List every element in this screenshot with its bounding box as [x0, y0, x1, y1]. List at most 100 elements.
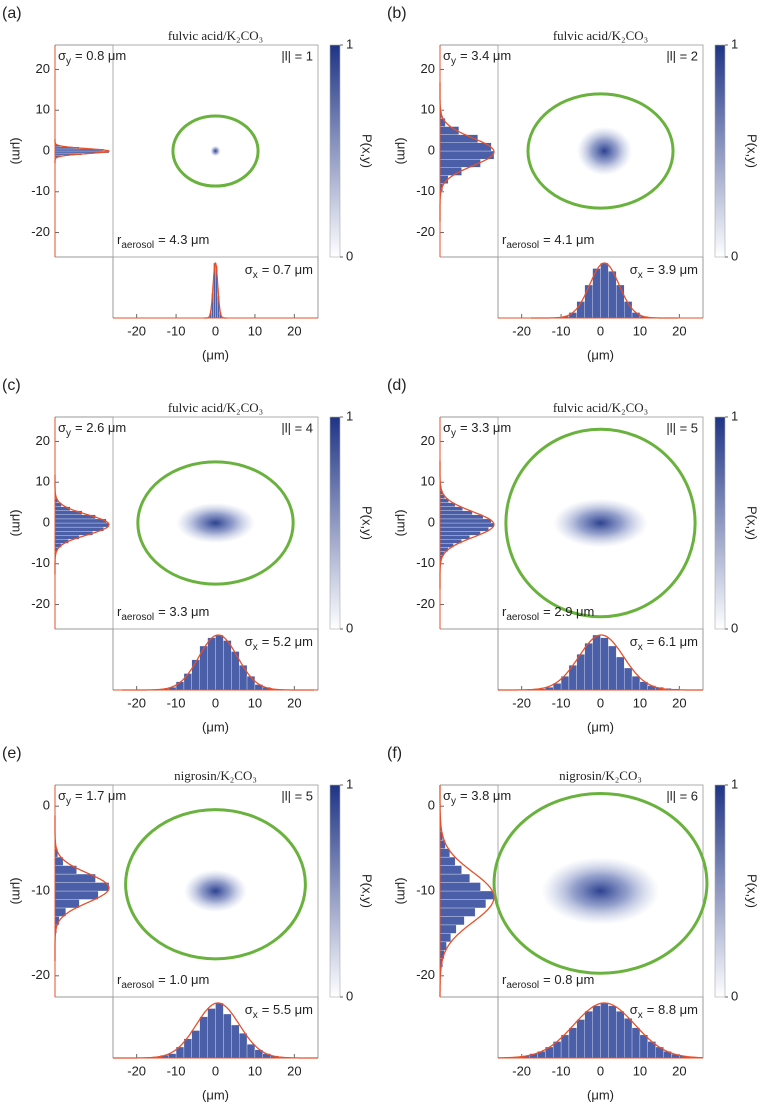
y-tick-label: -20: [416, 224, 435, 239]
colorbar-tick-label: 0: [731, 988, 738, 1003]
sigma-y-label-value: = 3.8 μm: [460, 788, 511, 803]
aerosol-boundary: [526, 92, 675, 210]
sigma-y-label-value: = 3.3 μm: [460, 420, 511, 435]
x-hist-bar: [616, 1011, 625, 1059]
r-aerosol-label-subscript: aerosol: [506, 612, 539, 623]
x-tick-label: -20: [512, 695, 531, 710]
x-axis-label: (μm): [587, 347, 614, 362]
sigma-y-label-value: = 2.6 μm: [75, 420, 126, 435]
x-axis-label: (μm): [587, 719, 614, 734]
sigma-y-label: σy = 2.6 μm: [58, 420, 126, 438]
x-tick-label: -20: [127, 695, 146, 710]
colorbar: [329, 416, 341, 630]
panel-title: fulvic acid/K₂CO₃: [553, 28, 648, 43]
y-tick-label: -10: [31, 183, 50, 198]
y-hist-bar: [439, 514, 484, 520]
y-hist-bar: [439, 933, 451, 943]
aerosol-boundary: [136, 460, 295, 586]
r-aerosol-label-subscript: aerosol: [121, 240, 154, 251]
x-hist-bar: [191, 1030, 200, 1059]
colorbar-label: P(x,y): [360, 874, 375, 908]
y-tick-label: -10: [416, 183, 435, 198]
x-hist-bar: [246, 676, 256, 691]
y-hist-bar: [439, 890, 495, 900]
sigma-y-label-subscript: y: [66, 56, 71, 67]
y-hist-bar: [439, 535, 470, 540]
x-hist-bar: [199, 1016, 208, 1059]
x-tick-label: -20: [127, 323, 146, 338]
density-cloud: [210, 145, 221, 157]
sigma-x-label-symbol: σ: [245, 262, 253, 277]
x-hist-bar: [576, 654, 585, 691]
colorbar-tick-label: 0: [346, 620, 353, 635]
r-aerosol-label: raerosol = 4.1 μm: [502, 232, 594, 250]
y-tick-label: -20: [416, 967, 435, 982]
r-aerosol-label: raerosol = 0.8 μm: [502, 972, 594, 990]
sigma-y-label-symbol: σ: [443, 788, 451, 803]
sigma-x-label-value: = 3.9 μm: [647, 262, 698, 277]
colorbar-label: P(x,y): [745, 506, 760, 540]
y-hist-bar: [439, 118, 446, 127]
y-hist-bar: [439, 518, 492, 524]
y-hist-bar: [439, 924, 457, 934]
x-hist-bar: [631, 1027, 641, 1059]
x-hist-bar: [215, 1002, 224, 1059]
x-axis-label: (μm): [202, 347, 229, 362]
plot-frame: [497, 416, 704, 630]
density-cloud: [183, 869, 248, 913]
x-hist-bar: [183, 673, 192, 691]
order-label: |l| = 5: [666, 420, 698, 435]
x-hist-bar: [207, 637, 216, 691]
sigma-y-label-subscript: y: [451, 56, 456, 67]
x-axis-label: (μm): [587, 1087, 614, 1102]
y-tick-label: 0: [43, 142, 50, 157]
sigma-x-label-value: = 0.7 μm: [262, 262, 313, 277]
y-axis-label: (μm): [10, 138, 25, 165]
aerosol-boundary: [124, 808, 307, 961]
sigma-x-label: σx = 5.5 μm: [245, 1002, 313, 1020]
density-cloud: [576, 126, 633, 176]
colorbar-tick-label: 0: [346, 248, 353, 263]
x-hist-bar: [584, 643, 593, 691]
y-tick-label: 20: [421, 433, 435, 448]
r-aerosol-label-value: = 2.9 μm: [543, 604, 594, 619]
x-hist-bar: [616, 656, 625, 691]
plot-frame: [112, 44, 319, 258]
x-hist-bar: [592, 1005, 601, 1059]
colorbar-tick-label: 1: [731, 408, 738, 423]
panel-label: (f): [387, 745, 402, 762]
x-hist-bar: [624, 667, 633, 691]
sigma-x-label-symbol: σ: [245, 1002, 253, 1017]
colorbar: [714, 784, 726, 998]
sigma-x-label-subscript: x: [638, 1010, 643, 1021]
r-aerosol-label-value: = 3.3 μm: [158, 604, 209, 619]
x-hist-bar: [584, 284, 593, 319]
y-tick-label: 0: [43, 798, 50, 813]
x-hist-bar: [246, 1044, 256, 1059]
y-hist-bar: [54, 899, 80, 909]
x-hist-bar: [568, 1027, 577, 1059]
y-axis-label: (μm): [10, 510, 25, 537]
x-tick-label: 20: [672, 1063, 686, 1078]
r-aerosol-label-value: = 4.3 μm: [158, 232, 209, 247]
y-hist-bar: [439, 899, 487, 909]
sigma-x-label-subscript: x: [638, 642, 643, 653]
sigma-x-label: σx = 5.2 μm: [245, 634, 313, 652]
colorbar-label: P(x,y): [745, 874, 760, 908]
x-hist-bar: [600, 262, 609, 319]
x-tick-label: -10: [552, 323, 571, 338]
x-hist-bar: [560, 1034, 570, 1059]
x-hist-bar: [239, 1033, 248, 1059]
y-tick-label: -10: [31, 555, 50, 570]
x-tick-label: 20: [287, 1063, 301, 1078]
x-tick-label: 0: [597, 695, 604, 710]
colorbar-tick-label: 0: [731, 248, 738, 263]
sigma-x-label-value: = 5.2 μm: [262, 634, 313, 649]
order-label: |l| = 1: [281, 48, 313, 63]
colorbar: [714, 416, 726, 630]
y-hist-bar: [439, 506, 463, 511]
y-tick-label: 0: [43, 514, 50, 529]
plot-frame: [497, 784, 704, 998]
x-tick-label: -10: [552, 695, 571, 710]
